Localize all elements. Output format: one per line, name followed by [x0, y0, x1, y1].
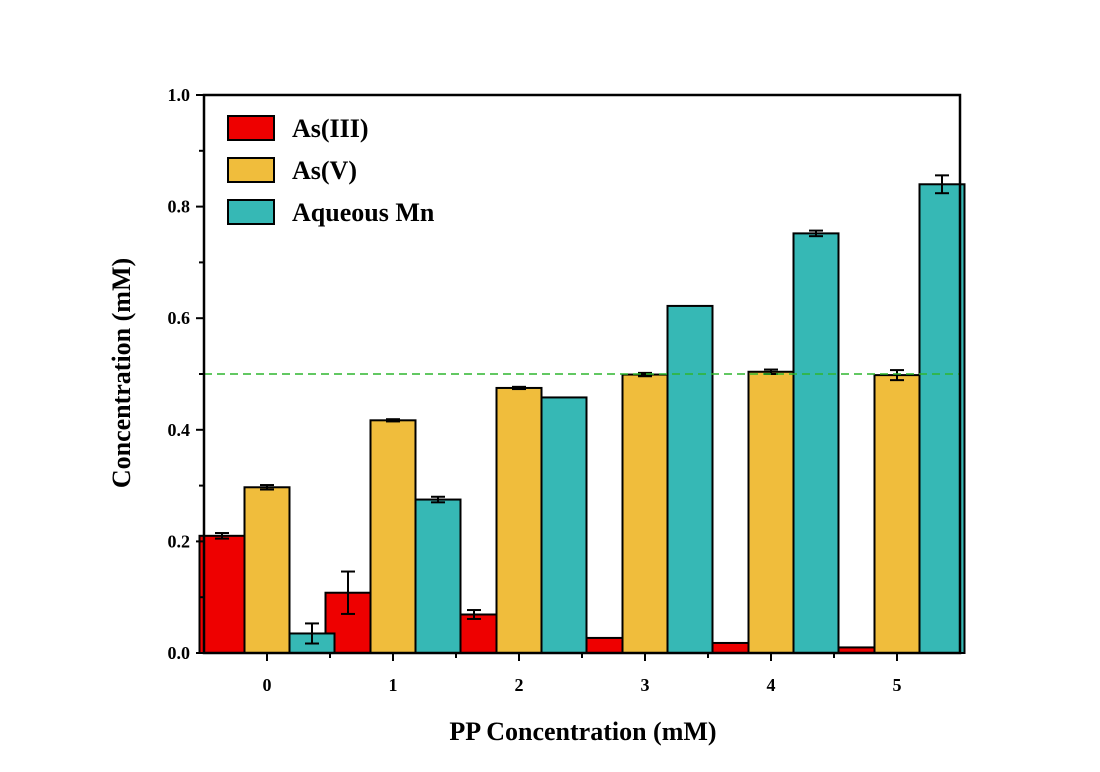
bar-1-5 — [873, 374, 921, 654]
legend-swatch-0 — [227, 115, 275, 141]
x-tick-label-4: 4 — [767, 675, 776, 695]
legend-label-2: Aqueous Mn — [292, 198, 435, 227]
x-tick-label-3: 3 — [641, 675, 650, 695]
x-tick-label-1: 1 — [389, 675, 398, 695]
legend: As(III) As(V) Aqueous Mn — [227, 114, 435, 227]
bar-1-2 — [495, 386, 543, 654]
ticks-group: 0.0 0.2 0.4 0.6 0.8 1.0 0 1 2 3 4 5 — [168, 85, 902, 695]
bar-1-0 — [243, 486, 291, 654]
bars-group — [198, 174, 966, 655]
y-axis-title: Concentration (mM) — [107, 258, 136, 488]
legend-label-1: As(V) — [292, 156, 357, 185]
bar-2-5 — [918, 183, 966, 654]
bar-1-3 — [621, 373, 669, 654]
bar-2-4 — [792, 232, 840, 654]
y-tick-label-3: 0.6 — [168, 308, 191, 328]
bar-2-1 — [414, 498, 462, 654]
x-tick-label-5: 5 — [893, 675, 902, 695]
bar-2-2 — [540, 396, 588, 654]
y-tick-label-0: 0.0 — [168, 643, 191, 663]
y-tick-label-1: 0.2 — [168, 531, 191, 551]
x-axis-title: PP Concentration (mM) — [449, 717, 716, 746]
y-tick-label-2: 0.4 — [168, 420, 191, 440]
x-tick-label-0: 0 — [263, 675, 272, 695]
legend-swatch-1 — [227, 157, 275, 183]
legend-swatch-2 — [227, 199, 275, 225]
y-tick-label-5: 1.0 — [168, 85, 191, 105]
y-tick-label-4: 0.8 — [168, 197, 191, 217]
bar-1-1 — [369, 419, 417, 654]
legend-label-0: As(III) — [292, 114, 369, 143]
bar-0-0 — [198, 534, 246, 655]
bar-1-4 — [747, 370, 795, 654]
x-tick-label-2: 2 — [515, 675, 524, 695]
bar-2-3 — [666, 304, 714, 654]
